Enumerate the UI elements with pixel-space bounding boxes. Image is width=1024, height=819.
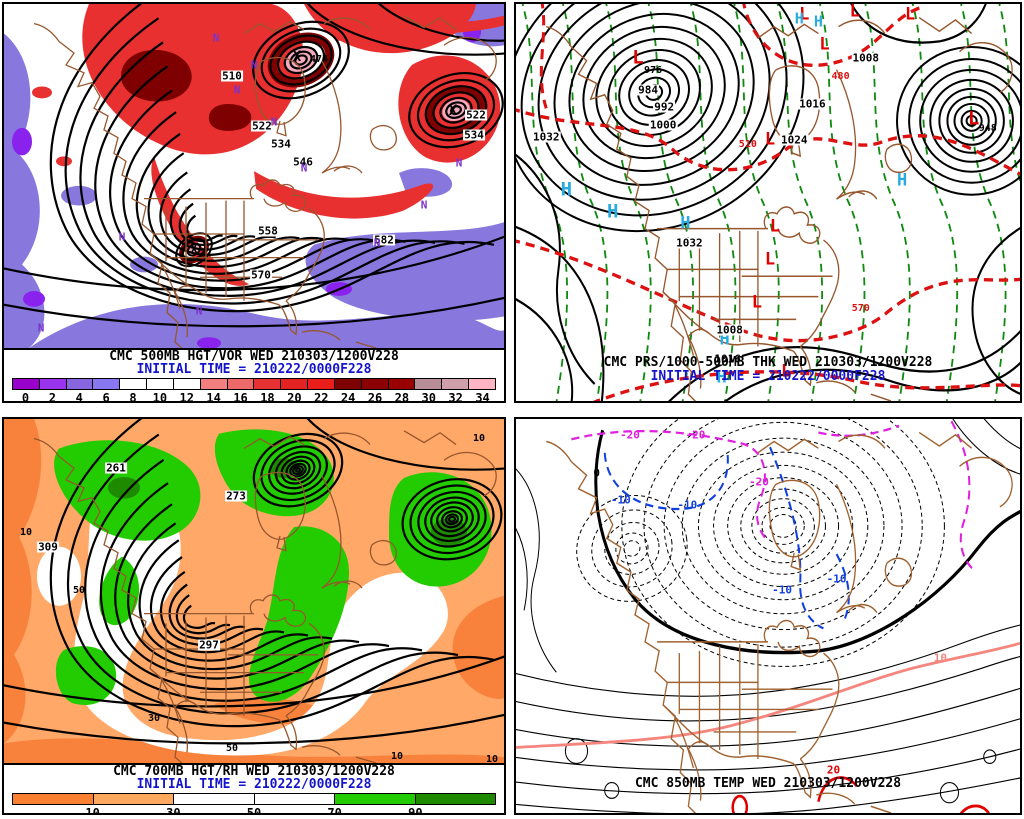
colorbar-ticks-500mb: 0 2 4 6 8 10 12 14 16 18 20 22 24 26 28 30 32 34 [12,390,496,403]
colorbar-tick-label: 24 [340,391,356,403]
colorbar-tick-label: 26 [367,391,383,403]
colorbar-cell [92,794,173,804]
colorbar-tick-label: 12 [179,391,194,403]
colorbar-cell [280,379,308,389]
colorbar-cell [13,379,39,389]
colorbar-700mb-rh [12,793,496,805]
colorbar-tick-label: 22 [313,391,329,403]
colorbar-tick-label: 20 [287,391,302,403]
caption-thickness: CMC PRS/1000-500MB THK WED 210303/1200V2… [603,355,933,370]
caption-500mb: CMC 500MB HGT/VOR WED 210303/1200V228 [109,349,399,364]
caption-700mb: CMC 700MB HGT/RH WED 210303/1200V228 [113,764,395,779]
colorbar-tick-label: 4 [75,391,83,403]
colorbar-cell [334,794,415,804]
colorbar-tick-label: 6 [102,391,110,403]
minus20-isotherm-magenta-dashed [571,420,975,571]
colorbar-cell [199,379,227,389]
colorbar-tick-label: 2 [48,391,56,403]
isotherms-solid-warm [516,624,1020,813]
map-500mb-svg [4,4,504,348]
plus10-isotherm-salmon [516,641,1020,749]
colorbar-tick-label: 28 [394,391,410,403]
initial-time-500mb: INITIAL TIME = 210222/0000F228 [136,362,372,377]
map-700mb-svg [4,419,504,763]
colorbar-cell [253,794,334,804]
map-500mb: 510 522 534 546 558 570 582 522 534 X 474 X X N N N N N N N… [4,4,504,350]
colorbar-cell [173,794,254,804]
colorbar-tick-label: 16 [233,391,248,403]
colorbar-cell [333,379,361,389]
panel-700mb-hgt-rh: 261 273 309 297 10 50 10 10 10 50 30 CMC 700MB HGT… [2,417,506,815]
colorbar-tick-label: 34 [475,391,490,403]
colorbar-cell [360,379,388,389]
map-700mb: 261 273 309 297 10 50 10 10 10 50 30 [4,419,504,765]
colorbar-tick-label: 70 [327,806,342,815]
colorbar-cell [172,379,200,389]
isotherms-dashed-cold [516,419,1020,673]
zero-degree-isotherm [594,429,1020,655]
colorbar-cell [253,379,281,389]
geography-thickness [545,16,1013,401]
colorbar-tick-label: 50 [246,806,262,815]
colorbar-tick-label: 10 [85,806,100,815]
colorbar-ticks-700mb: 10 30 50 70 90 [12,805,496,815]
panel-850mb-temp: -20 -20 -20 -10 -10 -10 -10 0 10 20 CMC 850MB TEM… [514,417,1022,815]
colorbar-tick-label: 8 [129,391,137,403]
rh-shading-dry-orange [4,419,504,763]
colorbar-tick-label: 14 [206,391,221,403]
initial-time-thickness: INITIAL TIME = 210222/0000F228 [650,369,886,384]
panel-500mb-hgt-vor: 510 522 534 546 558 570 582 522 534 X 474 X X N N N N N N N… [2,2,506,403]
initial-time-700mb: INITIAL TIME = 210222/0000F228 [136,777,372,792]
colorbar-tick-label: 10 [152,391,168,403]
colorbar-cell [468,379,495,389]
colorbar-cell [146,379,173,389]
plus20-isotherm-red [731,776,990,813]
caption-850mb: CMC 850MB TEMP WED 210303/1200V228 [634,776,902,791]
colorbar-cell [441,379,469,389]
colorbar-cell [414,794,495,804]
minus10-isotherm-blue-dashed [603,446,850,630]
colorbar-tick-label: 30 [166,806,181,815]
colorbar-cell [414,379,442,389]
colorbar-cell [387,379,415,389]
height-contours-700mb [4,419,504,745]
colorbar-500mb-vorticity [12,378,496,390]
colorbar-tick-label: 18 [260,391,275,403]
colorbar-cell [92,379,120,389]
colorbar-tick-label: 90 [408,806,423,815]
colorbar-cell [38,379,66,389]
critical-thickness-red-dashed [516,4,1020,401]
colorbar-cell [307,379,334,389]
colorbar-cell [119,379,147,389]
map-thickness-svg [516,4,1020,401]
colorbar-tick-label: 32 [448,391,463,403]
colorbar-cell [65,379,93,389]
colorbar-tick-label: 30 [421,391,436,403]
panel-mslp-thickness: L 976 L L L L L L L L L L 948 H H H H H H H H 984 992 1000 1032 1… [514,2,1022,403]
map-850mb-svg [516,419,1020,813]
colorbar-cell [226,379,254,389]
colorbar-cell [13,794,93,804]
colorbar-tick-label: 0 [21,391,30,403]
